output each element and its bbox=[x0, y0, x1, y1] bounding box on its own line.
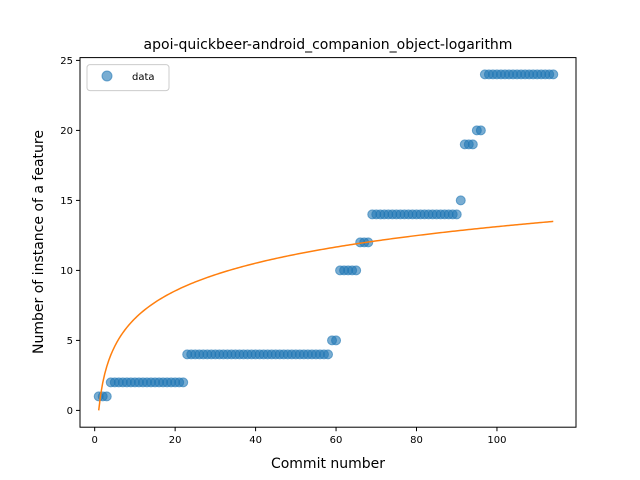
y-tick-label: 20 bbox=[60, 126, 73, 137]
y-tick-label: 25 bbox=[60, 56, 73, 67]
legend: data bbox=[86, 64, 170, 92]
x-tick-label: 60 bbox=[330, 435, 343, 446]
y-axis-label: Number of instance of a feature bbox=[31, 130, 47, 354]
x-tick-label: 0 bbox=[91, 435, 97, 446]
y-tick-label: 15 bbox=[60, 196, 73, 207]
data-point bbox=[101, 391, 112, 402]
y-tick-label: 10 bbox=[60, 266, 73, 277]
x-tick-label: 40 bbox=[249, 435, 262, 446]
chart-title: apoi-quickbeer-android_companion_object-… bbox=[144, 37, 513, 53]
legend-box bbox=[86, 64, 170, 92]
data-point bbox=[467, 139, 478, 150]
data-point bbox=[323, 349, 333, 360]
x-tick-label: 100 bbox=[487, 435, 506, 446]
legend-marker-data bbox=[101, 70, 113, 82]
data-point bbox=[351, 265, 362, 276]
data-point bbox=[548, 69, 559, 80]
x-axis-label: Commit number bbox=[271, 456, 385, 472]
y-tick-label: 5 bbox=[67, 336, 73, 347]
data-point bbox=[331, 335, 342, 346]
y-tick-label: 0 bbox=[67, 406, 73, 417]
data-point bbox=[455, 195, 466, 206]
y-axis-ticks: 0 5 10 15 20 25 bbox=[60, 56, 80, 417]
plot-area bbox=[93, 69, 559, 411]
x-tick-label: 80 bbox=[410, 435, 423, 446]
data-point bbox=[178, 377, 189, 388]
x-axis-ticks: 0 20 40 60 80 100 bbox=[91, 427, 507, 446]
data-point bbox=[475, 125, 486, 136]
fit-line bbox=[97, 220, 554, 411]
legend-label-data: data bbox=[132, 72, 155, 83]
data-point bbox=[451, 209, 462, 220]
axes-frame bbox=[79, 57, 577, 428]
x-tick-label: 20 bbox=[169, 435, 182, 446]
